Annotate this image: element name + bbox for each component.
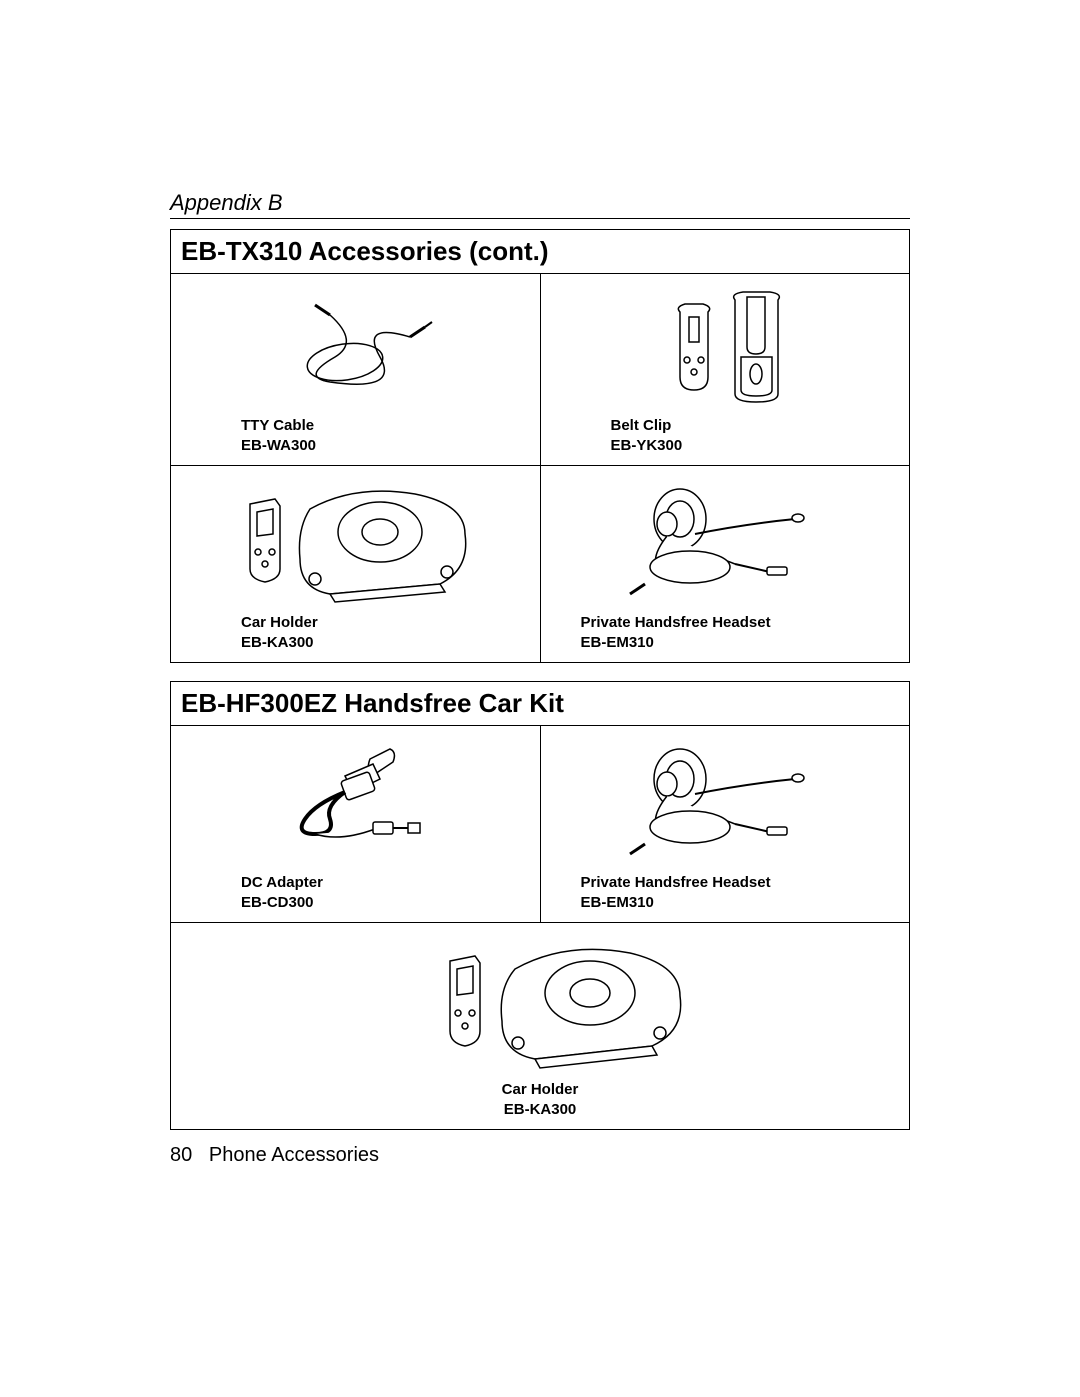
section2-row1: DC Adapter EB-CD300 — [170, 726, 910, 923]
dc-adapter-label: DC Adapter EB-CD300 — [181, 873, 530, 912]
cell-headset-1: Private Handsfree Headset EB-EM310 — [540, 466, 910, 662]
document-page: Appendix B EB-TX310 Accessories (cont.) … — [0, 0, 1080, 1267]
cell-belt-clip: Belt Clip EB-YK300 — [540, 274, 910, 465]
headset-2-icon — [551, 734, 900, 869]
car-holder-2-label: Car Holder EB-KA300 — [181, 1080, 899, 1119]
dc-adapter-icon — [181, 734, 530, 869]
page-footer: 80 Phone Accessories — [170, 1144, 910, 1167]
section1-row1: TTY Cable EB-WA300 — [170, 274, 910, 466]
belt-clip-icon — [551, 282, 900, 412]
section2-title: EB-HF300EZ Handsfree Car Kit — [170, 681, 910, 726]
car-holder-1-label: Car Holder EB-KA300 — [181, 613, 530, 652]
belt-clip-label: Belt Clip EB-YK300 — [551, 416, 900, 455]
headset-1-label: Private Handsfree Headset EB-EM310 — [551, 613, 900, 652]
car-holder-2-icon — [181, 931, 899, 1076]
tty-cable-icon — [181, 282, 530, 412]
tty-cable-label: TTY Cable EB-WA300 — [181, 416, 530, 455]
cell-car-holder-1: Car Holder EB-KA300 — [171, 466, 540, 662]
car-holder-icon — [181, 474, 530, 609]
appendix-header: Appendix B — [170, 190, 910, 219]
cell-tty-cable: TTY Cable EB-WA300 — [171, 274, 540, 465]
section1-row2: Car Holder EB-KA300 — [170, 466, 910, 663]
headset-2-label: Private Handsfree Headset EB-EM310 — [551, 873, 900, 912]
section1-title: EB-TX310 Accessories (cont.) — [170, 229, 910, 274]
cell-dc-adapter: DC Adapter EB-CD300 — [171, 726, 540, 922]
cell-headset-2: Private Handsfree Headset EB-EM310 — [540, 726, 910, 922]
section2-row2: Car Holder EB-KA300 — [170, 923, 910, 1130]
headset-icon — [551, 474, 900, 609]
cell-car-holder-2: Car Holder EB-KA300 — [171, 923, 909, 1129]
